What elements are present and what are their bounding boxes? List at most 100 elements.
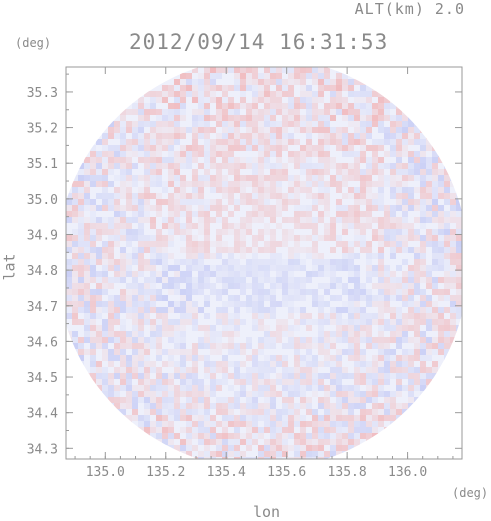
radar-cell [348, 133, 354, 139]
radar-cell [282, 379, 288, 385]
radar-cell [342, 79, 348, 85]
radar-cell [270, 265, 276, 271]
radar-cell [234, 457, 240, 459]
radar-cell [144, 133, 150, 139]
radar-cell [294, 259, 300, 265]
radar-cell [138, 355, 144, 361]
radar-cell [72, 307, 78, 313]
radar-cell [354, 169, 360, 175]
radar-cell [174, 301, 180, 307]
radar-cell [258, 211, 264, 217]
radar-cell [354, 229, 360, 235]
radar-cell [162, 109, 168, 115]
radar-cell [108, 319, 114, 325]
radar-cell [114, 397, 120, 403]
radar-cell [234, 421, 240, 427]
radar-cell [126, 307, 132, 313]
radar-cell [300, 355, 306, 361]
radar-cell [390, 289, 396, 295]
radar-cell [348, 139, 354, 145]
radar-cell [204, 367, 210, 373]
radar-cell [210, 271, 216, 277]
radar-cell [246, 439, 252, 445]
radar-cell [216, 139, 222, 145]
radar-cell [306, 211, 312, 217]
radar-cell [180, 445, 186, 451]
radar-cell [240, 115, 246, 121]
radar-cell [144, 373, 150, 379]
radar-cell [186, 445, 192, 451]
radar-cell [156, 355, 162, 361]
radar-cell [192, 193, 198, 199]
radar-cell [402, 337, 408, 343]
radar-cell [402, 355, 408, 361]
radar-cell [366, 319, 372, 325]
radar-cell [90, 181, 96, 187]
radar-cell [228, 397, 234, 403]
radar-cell [186, 193, 192, 199]
radar-cell [150, 175, 156, 181]
radar-cell [168, 349, 174, 355]
radar-cell [264, 211, 270, 217]
radar-cell [150, 145, 156, 151]
radar-cell [132, 397, 138, 403]
radar-cell [234, 451, 240, 457]
radar-cell [318, 427, 324, 433]
radar-cell [444, 349, 450, 355]
radar-cell [258, 169, 264, 175]
radar-cell [210, 337, 216, 343]
radar-cell [120, 265, 126, 271]
radar-cell [234, 115, 240, 121]
radar-cell [360, 187, 366, 193]
radar-cell [258, 457, 264, 459]
radar-cell [414, 331, 420, 337]
radar-cell [168, 235, 174, 241]
radar-cell [288, 79, 294, 85]
radar-cell [246, 103, 252, 109]
radar-cell [360, 283, 366, 289]
radar-cell [444, 271, 450, 277]
radar-cell [84, 253, 90, 259]
radar-cell [390, 247, 396, 253]
radar-cell [252, 139, 258, 145]
radar-cell [336, 451, 342, 457]
radar-cell [252, 385, 258, 391]
radar-cell [180, 211, 186, 217]
radar-cell [150, 427, 156, 433]
radar-cell [270, 433, 276, 439]
radar-cell [396, 403, 402, 409]
radar-cell [354, 97, 360, 103]
radar-cell [198, 109, 204, 115]
radar-cell [456, 265, 462, 271]
radar-cell [150, 409, 156, 415]
radar-cell [330, 217, 336, 223]
radar-cell [396, 187, 402, 193]
radar-cell [366, 295, 372, 301]
radar-cell [78, 241, 84, 247]
radar-cell [390, 181, 396, 187]
radar-cell [372, 217, 378, 223]
radar-cell [228, 85, 234, 91]
radar-cell [348, 403, 354, 409]
radar-cell [372, 229, 378, 235]
radar-cell [294, 277, 300, 283]
radar-cell [264, 451, 270, 457]
radar-cell [198, 121, 204, 127]
radar-cell [90, 151, 96, 157]
radar-cell [366, 103, 372, 109]
radar-cell [348, 151, 354, 157]
radar-cell [102, 241, 108, 247]
radar-cell [312, 163, 318, 169]
radar-cell [150, 421, 156, 427]
radar-cell [246, 109, 252, 115]
radar-cell [276, 301, 282, 307]
radar-cell [180, 337, 186, 343]
radar-cell [312, 259, 318, 265]
radar-cell [72, 337, 78, 343]
radar-cell [366, 409, 372, 415]
radar-cell [420, 187, 426, 193]
radar-cell [264, 421, 270, 427]
radar-cell [222, 355, 228, 361]
radar-cell [240, 391, 246, 397]
radar-cell [198, 427, 204, 433]
